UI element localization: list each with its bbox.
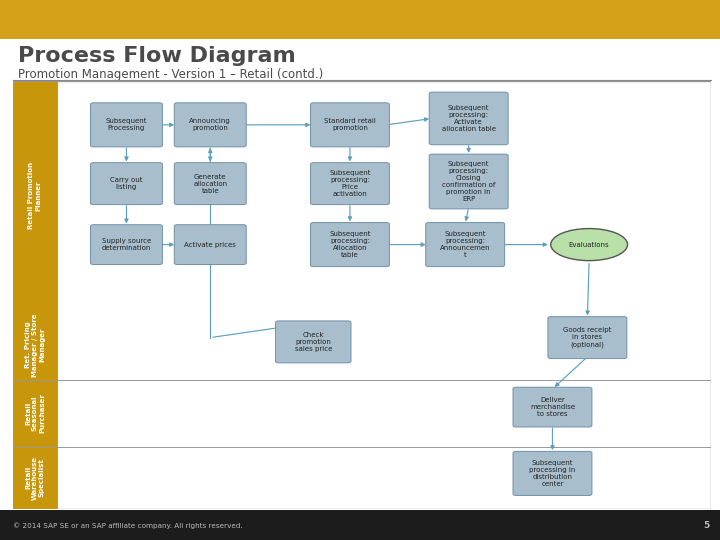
FancyBboxPatch shape (91, 225, 163, 265)
FancyBboxPatch shape (174, 225, 246, 265)
FancyBboxPatch shape (310, 163, 390, 205)
Text: Subsequent
processing:
Activate
allocation table: Subsequent processing: Activate allocati… (441, 105, 495, 132)
Text: Goods receipt
in stores
(optional): Goods receipt in stores (optional) (563, 327, 611, 348)
Text: Deliver
merchandise
to stores: Deliver merchandise to stores (530, 397, 575, 417)
FancyBboxPatch shape (429, 92, 508, 145)
Text: © 2014 SAP SE or an SAP affiliate company. All rights reserved.: © 2014 SAP SE or an SAP affiliate compan… (13, 522, 243, 529)
Text: Subsequent
processing in
distribution
center: Subsequent processing in distribution ce… (529, 460, 576, 487)
FancyBboxPatch shape (513, 387, 592, 427)
FancyBboxPatch shape (91, 163, 163, 205)
FancyBboxPatch shape (548, 316, 627, 359)
Text: Retail Promotion
Planner: Retail Promotion Planner (29, 162, 42, 229)
Text: Standard retail
promotion: Standard retail promotion (324, 118, 376, 131)
Text: Ret. Pricing
Manager / Store
Manager: Ret. Pricing Manager / Store Manager (25, 313, 45, 377)
FancyBboxPatch shape (174, 163, 246, 205)
FancyBboxPatch shape (310, 103, 390, 147)
Text: Supply source
determination: Supply source determination (102, 238, 151, 251)
Text: Subsequent
processing:
Allocation
table: Subsequent processing: Allocation table (329, 231, 371, 258)
Text: Subsequent
processing:
Announcemen
t: Subsequent processing: Announcemen t (440, 231, 490, 258)
Text: Subsequent
Processing: Subsequent Processing (106, 118, 147, 131)
Ellipse shape (551, 228, 628, 261)
Text: Activate prices: Activate prices (184, 241, 236, 247)
Text: Retail
Seasonal
Purchaser: Retail Seasonal Purchaser (25, 394, 45, 434)
FancyBboxPatch shape (91, 103, 163, 147)
FancyBboxPatch shape (426, 222, 505, 267)
Text: Evaluations: Evaluations (569, 241, 609, 247)
Bar (13, 81, 57, 509)
Text: Announcing
promotion: Announcing promotion (189, 118, 231, 131)
Text: Promotion Management - Version 1 – Retail (contd.): Promotion Management - Version 1 – Retai… (18, 68, 323, 80)
FancyBboxPatch shape (276, 321, 351, 363)
Text: Generate
allocation
table: Generate allocation table (193, 174, 228, 194)
Text: Carry out
listing: Carry out listing (110, 177, 143, 190)
FancyBboxPatch shape (513, 451, 592, 495)
FancyBboxPatch shape (310, 222, 390, 267)
FancyBboxPatch shape (174, 103, 246, 147)
Text: Process Flow Diagram: Process Flow Diagram (18, 46, 296, 66)
Text: Retail
Warehouse
Specialist: Retail Warehouse Specialist (25, 456, 45, 500)
Text: Subsequent
processing:
Closing
confirmation of
promotion in
ERP: Subsequent processing: Closing confirmat… (442, 161, 495, 202)
Text: Check
promotion
sales price: Check promotion sales price (294, 332, 332, 352)
Text: 5: 5 (703, 521, 709, 530)
Text: Subsequent
processing:
Price
activation: Subsequent processing: Price activation (329, 170, 371, 197)
FancyBboxPatch shape (429, 154, 508, 209)
